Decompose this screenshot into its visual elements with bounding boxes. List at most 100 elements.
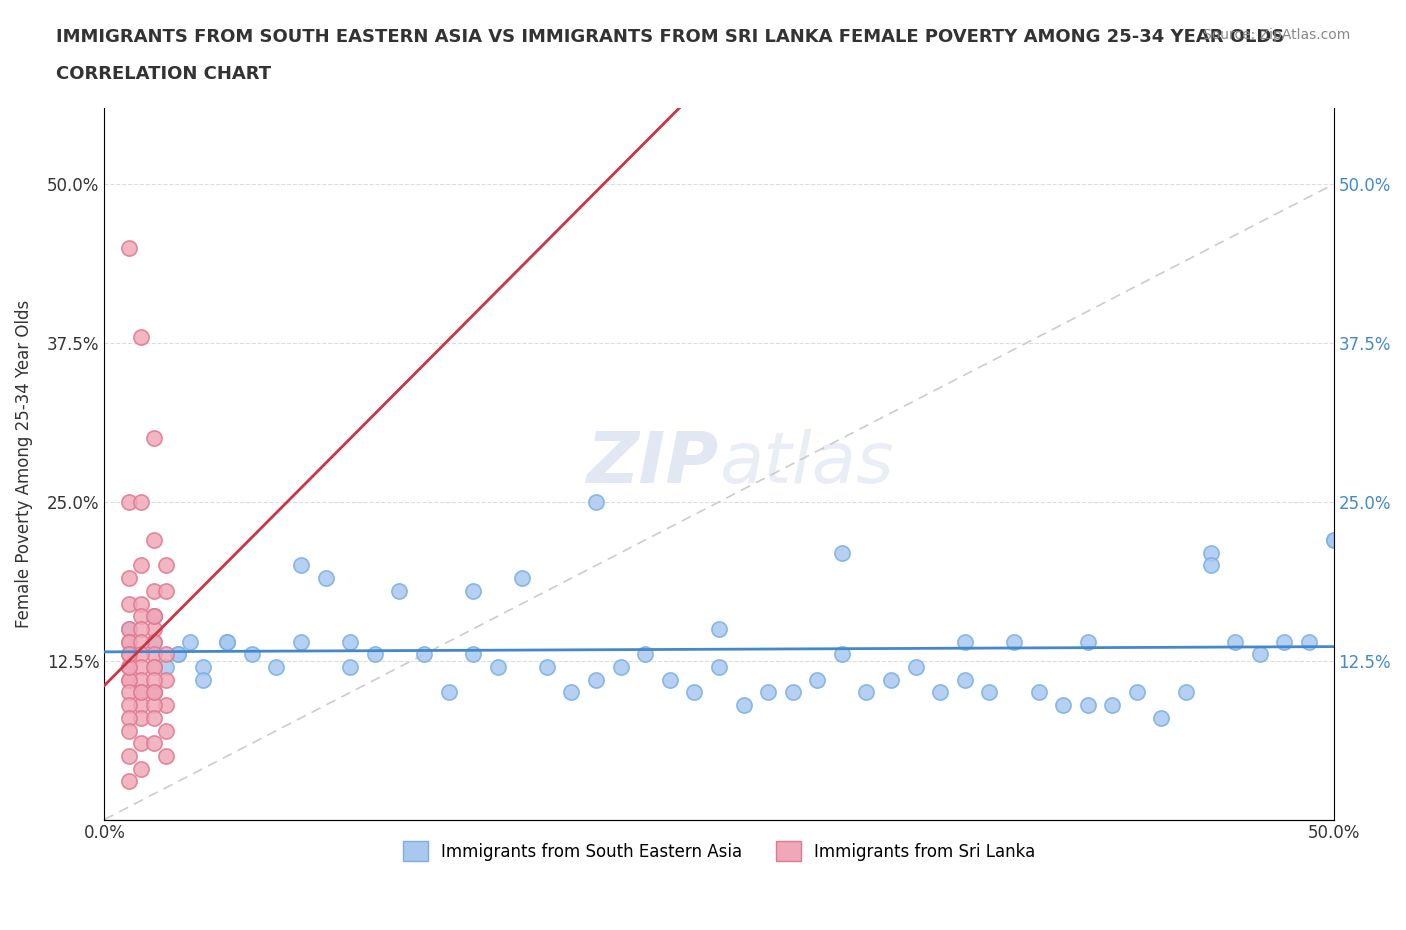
Point (388, 583, 411, 598)
Point (118, 571, 141, 586)
Point (290, 634, 312, 649)
Point (118, 672, 141, 687)
Point (1077, 634, 1099, 649)
Point (118, 647, 141, 662)
Point (142, 736, 165, 751)
Point (191, 659, 214, 674)
Point (129, 596, 152, 611)
Point (658, 672, 681, 687)
Point (707, 659, 730, 674)
Point (437, 685, 460, 700)
Point (142, 685, 165, 700)
Point (1028, 685, 1050, 700)
Point (155, 724, 177, 738)
Point (118, 672, 141, 687)
Point (461, 583, 484, 598)
Point (266, 659, 288, 674)
Point (1199, 558, 1222, 573)
Point (129, 609, 152, 624)
Point (634, 647, 657, 662)
Point (1322, 533, 1344, 548)
Point (142, 659, 165, 674)
Point (118, 711, 141, 725)
Point (142, 647, 165, 662)
Point (155, 749, 177, 764)
Point (1322, 533, 1344, 548)
Point (142, 609, 165, 624)
Point (129, 558, 152, 573)
Point (129, 329, 152, 344)
Point (1002, 634, 1025, 649)
Point (118, 698, 141, 712)
Point (155, 659, 177, 674)
Point (118, 634, 141, 649)
Point (756, 685, 779, 700)
Y-axis label: Female Poverty Among 25-34 Year Olds: Female Poverty Among 25-34 Year Olds (15, 299, 32, 628)
Point (142, 583, 165, 598)
Point (142, 672, 165, 687)
Point (155, 583, 177, 598)
Point (904, 659, 927, 674)
Point (929, 685, 952, 700)
Point (1077, 698, 1099, 712)
Point (118, 634, 141, 649)
Point (155, 647, 177, 662)
Point (167, 647, 190, 662)
Point (1225, 634, 1247, 649)
Point (560, 685, 582, 700)
Point (129, 698, 152, 712)
Point (1175, 685, 1198, 700)
Point (129, 672, 152, 687)
Point (129, 685, 152, 700)
Point (118, 724, 141, 738)
Point (142, 609, 165, 624)
Point (461, 647, 484, 662)
Point (585, 672, 607, 687)
Point (118, 774, 141, 789)
Text: IMMIGRANTS FROM SOUTH EASTERN ASIA VS IMMIGRANTS FROM SRI LANKA FEMALE POVERTY A: IMMIGRANTS FROM SOUTH EASTERN ASIA VS IM… (56, 28, 1285, 46)
Point (142, 698, 165, 712)
Point (979, 685, 1001, 700)
Point (155, 672, 177, 687)
Point (240, 647, 263, 662)
Point (707, 621, 730, 636)
Point (142, 533, 165, 548)
Point (413, 647, 436, 662)
Point (609, 659, 631, 674)
Point (155, 698, 177, 712)
Point (782, 685, 804, 700)
Point (855, 685, 877, 700)
Point (118, 659, 141, 674)
Point (129, 621, 152, 636)
Point (1150, 711, 1173, 725)
Point (880, 672, 903, 687)
Point (733, 698, 755, 712)
Point (142, 634, 165, 649)
Point (1272, 634, 1295, 649)
Point (142, 621, 165, 636)
Point (118, 495, 141, 510)
Point (155, 558, 177, 573)
Text: atlas: atlas (718, 430, 894, 498)
Point (142, 685, 165, 700)
Point (129, 495, 152, 510)
Point (364, 647, 387, 662)
Point (129, 647, 152, 662)
Text: ZIP: ZIP (586, 430, 718, 498)
Point (129, 685, 152, 700)
Point (339, 634, 361, 649)
Point (1101, 698, 1123, 712)
Point (118, 240, 141, 255)
Point (129, 762, 152, 777)
Legend: Immigrants from South Eastern Asia, Immigrants from Sri Lanka: Immigrants from South Eastern Asia, Immi… (396, 834, 1042, 868)
Point (142, 685, 165, 700)
Point (953, 634, 976, 649)
Point (142, 711, 165, 725)
Point (1052, 698, 1074, 712)
Point (953, 672, 976, 687)
Text: CORRELATION CHART: CORRELATION CHART (56, 65, 271, 83)
Point (1126, 685, 1149, 700)
Point (486, 659, 509, 674)
Point (1199, 545, 1222, 560)
Point (339, 659, 361, 674)
